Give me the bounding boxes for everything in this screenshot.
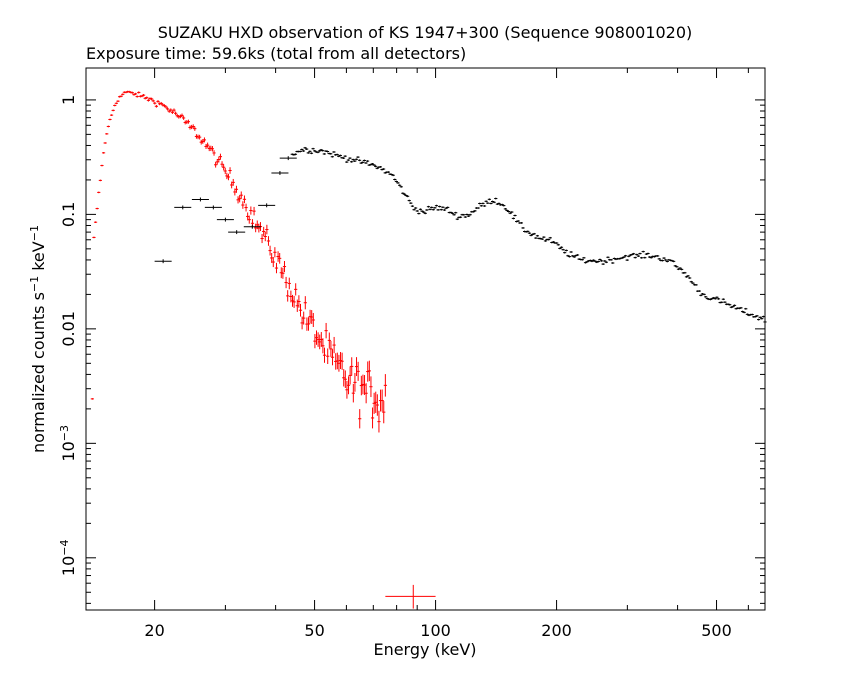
y-tick-label: 10−3 — [58, 425, 79, 462]
y-tick-label: 10−4 — [58, 540, 79, 577]
x-tick-label: 100 — [420, 621, 451, 640]
y-tick-labels: 1 0.1 0.01 10−3 10−4 — [58, 95, 79, 576]
y-axis-label-prefix: normalized counts s — [29, 292, 48, 453]
y-axis-label-exp1: −1 — [28, 276, 41, 292]
chart-subtitle: Exposure time: 59.6ks (total from all de… — [86, 44, 466, 63]
x-tick-label: 50 — [304, 621, 324, 640]
chart-title: SUZAKU HXD observation of KS 1947+300 (S… — [158, 23, 693, 42]
y-tick-label: 0.01 — [59, 311, 78, 347]
data-points — [90, 90, 767, 609]
y-axis-label: normalized counts s−1 keV−1 — [28, 225, 49, 453]
x-tick-label: 200 — [541, 621, 572, 640]
x-tick-label: 500 — [701, 621, 732, 640]
y-tick-label: 1 — [59, 95, 78, 105]
plot-frame — [85, 67, 766, 611]
x-tick-labels: 20 50 100 200 500 — [144, 621, 731, 640]
y-tick-label: 0.1 — [59, 202, 78, 227]
axis-ticks — [86, 68, 765, 610]
x-axis-label: Energy (keV) — [373, 640, 476, 659]
y-axis-label-exp2: −1 — [28, 225, 41, 241]
y-axis-label-mid: keV — [29, 241, 48, 276]
x-tick-label: 20 — [144, 621, 164, 640]
